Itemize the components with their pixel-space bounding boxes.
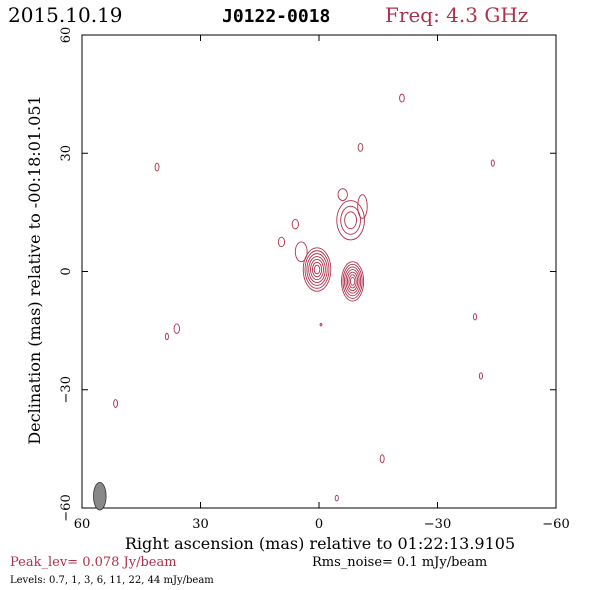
contour-2-level-1 — [340, 205, 361, 235]
x-axis-title: Right ascension (mas) relative to 01:22:… — [125, 534, 515, 553]
contour-12-level-0 — [173, 323, 181, 334]
y-tick-label: −30 — [59, 376, 74, 403]
contour-1-level-4 — [346, 271, 359, 292]
contour-1-level-3 — [345, 269, 360, 294]
contour-17-level-0 — [379, 454, 385, 464]
contour-1-level-1 — [342, 263, 363, 299]
x-tick-label: 30 — [192, 517, 209, 532]
beam-ellipse — [93, 481, 107, 511]
y-tick-label: 30 — [59, 145, 74, 162]
contour-1-level-2 — [344, 266, 362, 297]
contour-2-level-0 — [336, 200, 365, 241]
y-tick-label: 60 — [59, 27, 74, 44]
contour-6-level-0 — [277, 236, 286, 248]
x-tick-label: −30 — [424, 517, 451, 532]
plot-frame — [81, 34, 557, 509]
contour-8-level-0 — [399, 93, 405, 103]
contour-0-level-1 — [304, 250, 330, 289]
beam-ellipse-shape — [93, 481, 107, 511]
contour-11-level-0 — [490, 159, 495, 167]
observation-date: 2015.10.19 — [8, 3, 123, 27]
contour-9-level-0 — [357, 142, 364, 152]
contour-0-level-5 — [311, 261, 323, 278]
source-name: J0122-0018 — [222, 6, 330, 27]
contour-14-level-0 — [472, 313, 478, 321]
contour-levels: Levels: 0.7, 1, 3, 6, 11, 22, 44 mJy/bea… — [10, 575, 214, 586]
rms-noise: Rms_noise= 0.1 mJy/beam — [312, 555, 487, 570]
y-tick-labels: −60 −30 0 30 60 — [59, 27, 74, 522]
contour-18-level-0 — [334, 494, 339, 502]
peak-level: Peak_lev= 0.078 Jy/beam — [10, 555, 177, 570]
contour-10-level-0 — [154, 162, 160, 172]
contour-1-level-5 — [348, 274, 357, 289]
contour-4-level-0 — [357, 194, 368, 219]
contour-7-level-0 — [291, 219, 299, 230]
contour-1-level-6 — [349, 276, 356, 286]
contour-5-level-0 — [294, 241, 308, 263]
y-tick-label: 0 — [59, 267, 74, 275]
x-tick-label: 0 — [315, 517, 323, 532]
contour-0-level-0 — [302, 247, 332, 292]
frequency-label: Freq: 4.3 GHz — [385, 3, 528, 27]
x-tick-label: −60 — [542, 517, 569, 532]
x-tick-labels: 60 30 0 −30 −60 — [74, 517, 570, 532]
contour-1-level-0 — [341, 261, 365, 302]
x-tick-label: 60 — [74, 517, 91, 532]
contour-lines — [113, 93, 495, 502]
y-axis-title: Declination (mas) relative to -00:18:01.… — [25, 95, 44, 444]
contour-13-level-0 — [164, 332, 169, 341]
contour-19-level-0 — [319, 323, 323, 327]
contour-0-level-2 — [306, 253, 328, 286]
contour-15-level-0 — [113, 399, 118, 408]
contour-0-level-6 — [313, 264, 321, 275]
axis-ticks — [81, 34, 557, 509]
y-tick-label: −60 — [59, 494, 74, 521]
contour-0-level-4 — [310, 258, 324, 281]
contour-0-level-3 — [308, 256, 326, 283]
contour-16-level-0 — [478, 372, 483, 380]
contour-3-level-0 — [337, 188, 348, 201]
contour-2-level-2 — [344, 211, 357, 230]
